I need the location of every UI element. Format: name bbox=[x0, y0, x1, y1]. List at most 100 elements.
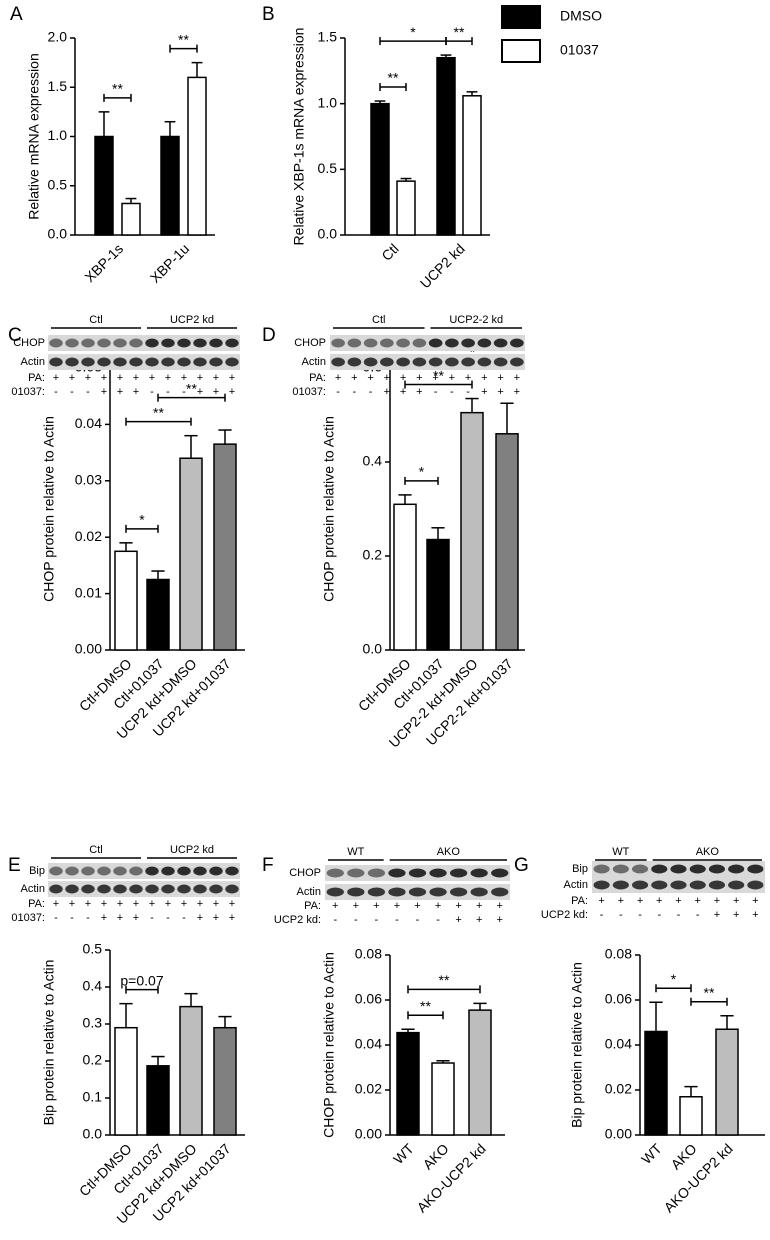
treatment-sign: - bbox=[395, 914, 399, 926]
blot-row-label: Actin bbox=[21, 356, 45, 368]
treatment-sign: + bbox=[165, 372, 171, 384]
blot-band bbox=[225, 338, 239, 348]
y-axis-label: Bip protein relative to Actin bbox=[569, 962, 585, 1128]
treatment-sign: + bbox=[197, 386, 203, 398]
blot-band bbox=[510, 357, 524, 367]
y-tick-label: 0.0 bbox=[363, 641, 383, 657]
treatment-sign: + bbox=[351, 372, 357, 384]
blot-band bbox=[449, 868, 468, 878]
treatment-label: PA: bbox=[28, 898, 45, 910]
treatment-sign: + bbox=[133, 386, 139, 398]
treatment-sign: + bbox=[733, 895, 739, 907]
y-tick-label: 0.08 bbox=[605, 946, 632, 962]
blot-band bbox=[429, 887, 447, 897]
blot-band bbox=[193, 357, 207, 367]
treatment-sign: + bbox=[229, 898, 235, 910]
bar bbox=[213, 1026, 237, 1136]
treatment-sign: + bbox=[197, 372, 203, 384]
y-tick-label: 0.02 bbox=[75, 528, 102, 544]
blot-band bbox=[65, 884, 79, 894]
blot-band bbox=[461, 338, 475, 348]
x-tick-label: XBP-1u bbox=[147, 240, 192, 285]
y-tick-label: 1.0 bbox=[48, 127, 68, 143]
x-tick-label: WT bbox=[638, 1140, 665, 1167]
bar bbox=[146, 1065, 170, 1136]
treatment-sign: + bbox=[598, 895, 604, 907]
blot-row-label: Bip bbox=[572, 863, 588, 875]
blot-band bbox=[65, 866, 79, 876]
bar bbox=[179, 1005, 203, 1136]
blot-band bbox=[428, 357, 443, 367]
treatment-sign: + bbox=[197, 898, 203, 910]
blot-band bbox=[708, 880, 726, 890]
significance-label: * bbox=[410, 24, 416, 40]
blot-background bbox=[48, 354, 240, 370]
treatment-sign: + bbox=[117, 912, 123, 924]
bar bbox=[679, 1096, 703, 1136]
treatment-sign: + bbox=[213, 386, 219, 398]
blot-band bbox=[145, 338, 159, 348]
group-label: UCP2 kd bbox=[170, 314, 214, 326]
y-tick-label: 0.0 bbox=[48, 226, 68, 242]
treatment-sign: + bbox=[714, 895, 720, 907]
blot-row-label: CHOP bbox=[289, 867, 321, 879]
significance-label: ** bbox=[388, 70, 399, 86]
treatment-sign: + bbox=[695, 895, 701, 907]
treatment-sign: + bbox=[449, 372, 455, 384]
y-tick-label: 0.5 bbox=[48, 176, 68, 192]
treatment-label: 01037: bbox=[11, 386, 45, 398]
treatment-sign: + bbox=[373, 900, 379, 912]
treatment-sign: + bbox=[353, 900, 359, 912]
blot-band bbox=[429, 868, 447, 878]
treatment-sign: + bbox=[229, 386, 235, 398]
blot-row-label: CHOP bbox=[294, 337, 326, 349]
blot-band bbox=[428, 338, 443, 348]
blot-band bbox=[347, 338, 362, 348]
treatment-sign: - bbox=[54, 912, 58, 924]
treatment-sign: + bbox=[394, 900, 400, 912]
bar bbox=[94, 135, 114, 236]
bar bbox=[179, 457, 203, 651]
treatment-sign: + bbox=[213, 898, 219, 910]
x-tick-label: UCP2 kd bbox=[417, 240, 468, 291]
y-tick-label: 0.2 bbox=[83, 1052, 103, 1068]
treatment-sign: + bbox=[752, 909, 758, 921]
treatment-sign: + bbox=[69, 372, 75, 384]
blot-band bbox=[670, 880, 687, 890]
treatment-sign: + bbox=[101, 912, 107, 924]
y-tick-label: 1.0 bbox=[318, 94, 338, 110]
treatment-sign: - bbox=[416, 914, 420, 926]
blot-band bbox=[408, 868, 427, 878]
blot-band bbox=[363, 357, 378, 367]
blot-background bbox=[48, 881, 240, 897]
treatment-sign: - bbox=[369, 386, 373, 398]
bar bbox=[715, 1028, 739, 1136]
bar bbox=[460, 411, 484, 651]
treatment-sign: + bbox=[497, 386, 503, 398]
blot-band bbox=[477, 357, 492, 367]
treatment-sign: + bbox=[455, 914, 461, 926]
y-tick-label: 0.0 bbox=[83, 1126, 103, 1142]
y-tick-label: 0.5 bbox=[83, 941, 103, 957]
group-label: UCP2 kd bbox=[170, 844, 214, 856]
treatment-sign: + bbox=[85, 898, 91, 910]
significance-label: ** bbox=[704, 984, 715, 1000]
blot-band bbox=[477, 338, 492, 348]
treatment-sign: + bbox=[476, 914, 482, 926]
bar bbox=[370, 102, 390, 236]
treatment-sign: + bbox=[400, 386, 406, 398]
blot-band bbox=[209, 338, 223, 348]
y-tick-label: 0.4 bbox=[83, 978, 103, 994]
blot-band bbox=[129, 357, 143, 367]
group-label: WT bbox=[347, 846, 364, 858]
treatment-sign: + bbox=[481, 372, 487, 384]
blot-band bbox=[193, 338, 207, 348]
treatment-sign: - bbox=[354, 914, 358, 926]
treatment-sign: - bbox=[638, 909, 642, 921]
significance-label: ** bbox=[153, 404, 164, 420]
blot-band bbox=[445, 338, 459, 348]
blot-band bbox=[81, 866, 95, 876]
blot-band bbox=[396, 357, 410, 367]
treatment-sign: + bbox=[514, 386, 520, 398]
treatment-sign: - bbox=[677, 909, 681, 921]
